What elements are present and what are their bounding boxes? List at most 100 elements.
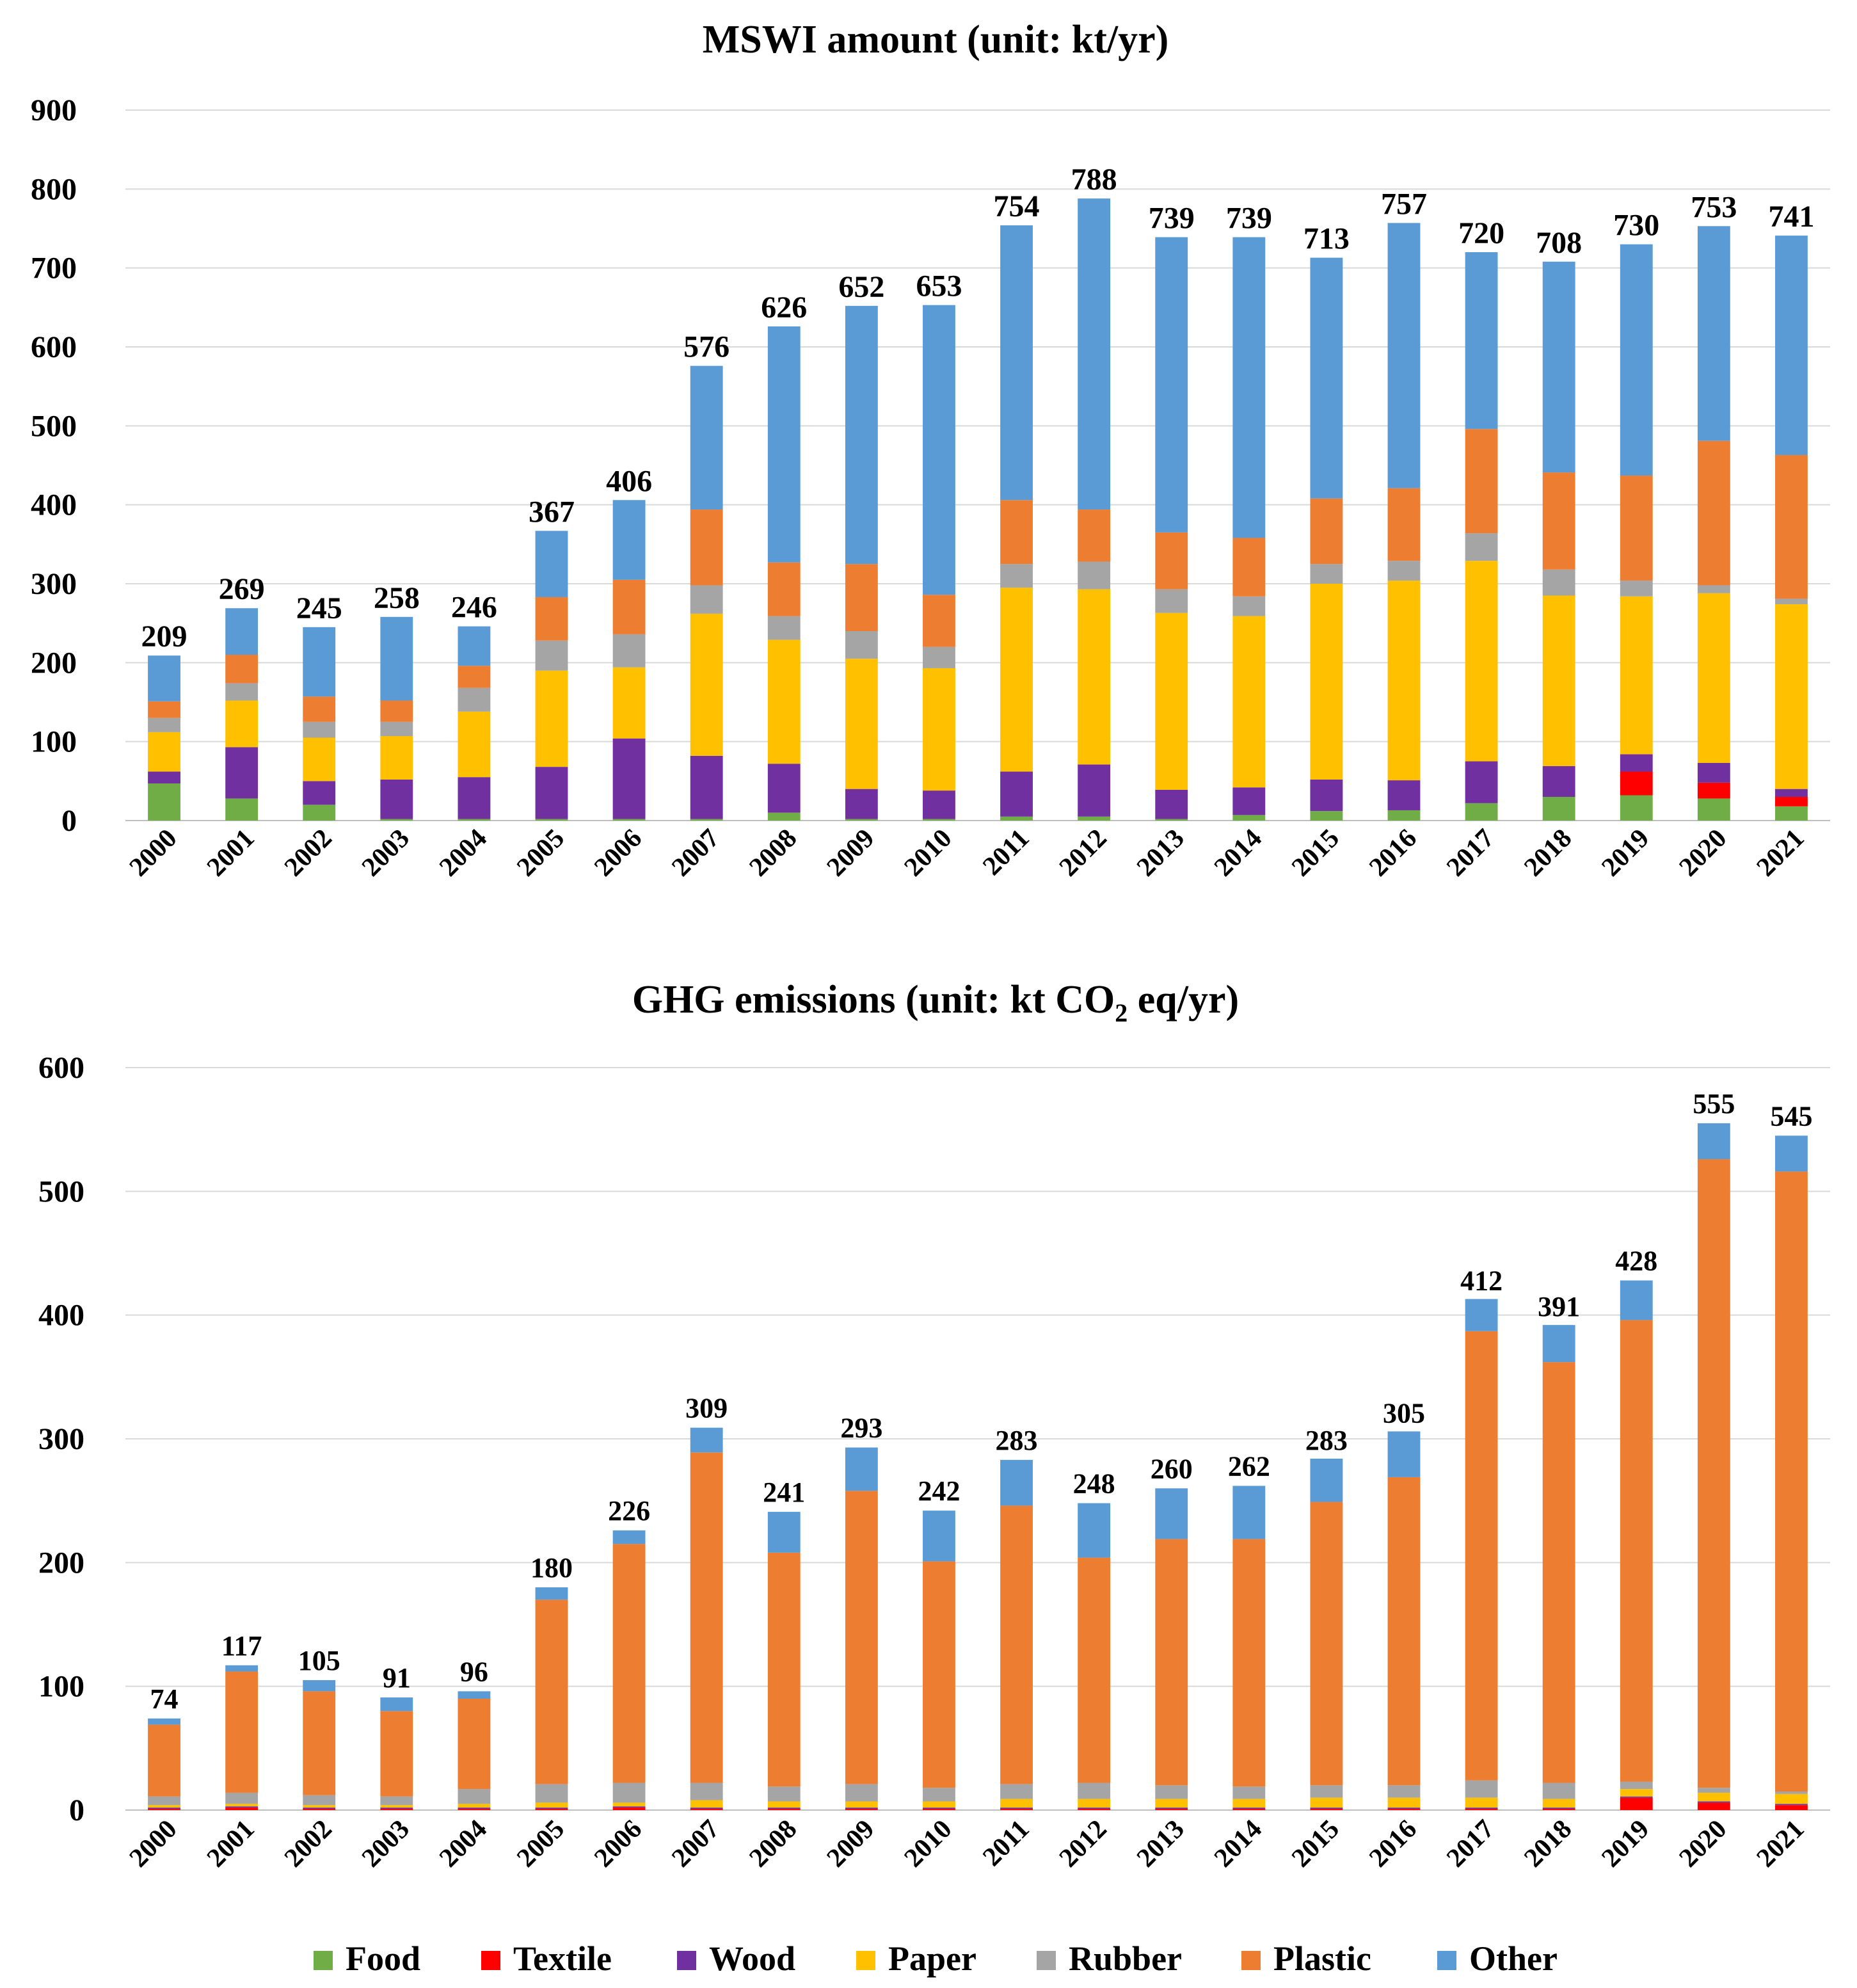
ghg-bar-2008-wood <box>767 1808 801 1809</box>
ghg-bar-2007-rubber <box>690 1783 723 1800</box>
mswi-bar-2021-paper <box>1775 604 1808 789</box>
mswi-y-tick-600: 600 <box>31 330 77 364</box>
ghg-bar-2003-other <box>380 1697 413 1711</box>
mswi-bar-2002-food <box>303 805 336 821</box>
ghg-bar-2003-paper <box>380 1805 413 1808</box>
mswi-total-labels: 209 269 245 258 246 367 406 576 626 652 653 754 788 7… <box>141 163 1815 653</box>
ghg-x-tick-2003: 2003 <box>356 1815 415 1873</box>
ghg-bar-2011-other <box>1000 1459 1033 1506</box>
mswi-bar-2015-paper <box>1310 584 1343 780</box>
mswi-bar-2010-paper <box>923 668 955 791</box>
ghg-bar-2001-paper <box>225 1804 259 1807</box>
ghg-bar-2000-paper <box>148 1805 180 1808</box>
mswi-bar-2004-paper <box>458 711 491 778</box>
ghg-bar-2014-paper <box>1232 1799 1266 1808</box>
mswi-bar-2009-other <box>845 305 878 565</box>
mswi-y-tick-400: 400 <box>31 488 77 522</box>
mswi-total-label-2019: 730 <box>1613 209 1659 243</box>
ghg-total-label-2013: 260 <box>1151 1453 1193 1484</box>
ghg-total-label-2004: 96 <box>460 1656 488 1687</box>
ghg-bar-2013-rubber <box>1155 1785 1188 1799</box>
mswi-bar-2000-paper <box>148 732 180 772</box>
mswi-total-label-2004: 246 <box>451 591 497 625</box>
mswi-x-tick-2010: 2010 <box>899 824 958 883</box>
mswi-y-tick-800: 800 <box>31 172 77 206</box>
ghg-total-label-2016: 305 <box>1383 1397 1425 1429</box>
mswi-total-label-2018: 708 <box>1536 226 1582 260</box>
ghg-bar-2016-paper <box>1387 1797 1421 1808</box>
mswi-bar-2014-food <box>1232 815 1266 821</box>
ghg-bar-2002-rubber <box>303 1795 336 1806</box>
ghg-bar-2001-other <box>225 1665 259 1672</box>
ghg-bar-2007-wood <box>690 1808 723 1809</box>
ghg-bar-2012-textile <box>1078 1809 1111 1810</box>
ghg-total-label-2012: 248 <box>1073 1468 1115 1500</box>
mswi-total-label-2020: 753 <box>1691 190 1737 224</box>
ghg-bar-2020-wood <box>1697 1801 1730 1803</box>
mswi-y-tick-100: 100 <box>31 725 77 759</box>
mswi-bar-2017-paper <box>1465 561 1498 762</box>
ghg-bar-2002-plastic <box>303 1691 336 1795</box>
ghg-bar-2008-textile <box>767 1809 801 1810</box>
ghg-bar-2003-wood <box>380 1808 413 1809</box>
ghg-bar-2017-other <box>1465 1299 1498 1331</box>
ghg-bar-2006-wood <box>612 1806 646 1808</box>
mswi-bar-2012-wood <box>1078 764 1111 817</box>
mswi-x-tick-2013: 2013 <box>1131 824 1190 883</box>
mswi-x-tick-2015: 2015 <box>1286 824 1345 883</box>
ghg-x-tick-2021: 2021 <box>1751 1815 1810 1873</box>
mswi-total-label-2005: 367 <box>529 495 575 529</box>
mswi-bar-2021-textile <box>1775 797 1808 806</box>
mswi-bar-2017-rubber <box>1465 533 1498 561</box>
ghg-bar-2009-plastic <box>845 1491 878 1784</box>
mswi-y-tick-0: 0 <box>61 804 77 838</box>
ghg-bar-2009-paper <box>845 1801 878 1808</box>
mswi-bar-2017-other <box>1465 252 1498 429</box>
ghg-x-tick-2008: 2008 <box>744 1815 802 1873</box>
ghg-bar-2018-paper <box>1542 1799 1575 1808</box>
mswi-bar-2017-plastic <box>1465 429 1498 534</box>
mswi-bar-2001-other <box>225 608 259 655</box>
ghg-bar-2018-textile <box>1542 1809 1575 1810</box>
ghg-total-label-2014: 262 <box>1228 1450 1270 1482</box>
mswi-total-label-2013: 739 <box>1149 202 1195 236</box>
mswi-bar-2008-other <box>767 326 801 563</box>
ghg-bar-2007-textile <box>690 1809 723 1810</box>
mswi-total-label-2010: 653 <box>916 269 962 303</box>
ghg-bar-2013-wood <box>1155 1808 1188 1809</box>
mswi-bar-2007-rubber <box>690 585 723 614</box>
mswi-bar-2008-rubber <box>767 616 801 640</box>
ghg-bar-2006-plastic <box>612 1544 646 1783</box>
mswi-bar-2009-wood <box>845 789 878 819</box>
mswi-bar-2016-rubber <box>1387 561 1421 581</box>
ghg-bar-2018-wood <box>1542 1808 1575 1809</box>
mswi-bar-2021-food <box>1775 806 1808 821</box>
mswi-total-label-2014: 739 <box>1226 202 1272 236</box>
ghg-total-label-2017: 412 <box>1460 1265 1502 1296</box>
ghg-x-tick-2018: 2018 <box>1518 1815 1577 1873</box>
mswi-bar-2013-food <box>1155 819 1188 821</box>
ghg-bar-2012-plastic <box>1078 1557 1111 1783</box>
mswi-total-label-2001: 269 <box>219 572 265 606</box>
ghg-bar-2006-textile <box>612 1808 646 1810</box>
mswi-x-tick-2007: 2007 <box>666 824 725 883</box>
mswi-bar-2020-plastic <box>1697 440 1730 586</box>
mswi-bar-2006-food <box>612 819 646 821</box>
ghg-bar-2006-other <box>612 1530 646 1544</box>
ghg-bar-2004-textile <box>458 1809 491 1810</box>
ghg-bar-2012-rubber <box>1078 1783 1111 1799</box>
ghg-bar-2004-paper <box>458 1804 491 1808</box>
ghg-x-tick-2007: 2007 <box>666 1815 725 1873</box>
mswi-bar-2005-other <box>535 531 568 597</box>
mswi-bar-2019-plastic <box>1620 476 1653 581</box>
mswi-bar-2010-wood <box>923 790 955 819</box>
ghg-bar-2011-wood <box>1000 1808 1033 1809</box>
mswi-bar-2010-plastic <box>923 595 955 647</box>
mswi-bar-2002-rubber <box>303 721 336 738</box>
mswi-total-label-2009: 652 <box>838 270 884 304</box>
mswi-bar-2003-rubber <box>380 721 413 737</box>
mswi-total-label-2003: 258 <box>374 581 420 615</box>
ghg-bar-2015-rubber <box>1310 1785 1343 1798</box>
ghg-total-label-2009: 293 <box>840 1413 882 1444</box>
